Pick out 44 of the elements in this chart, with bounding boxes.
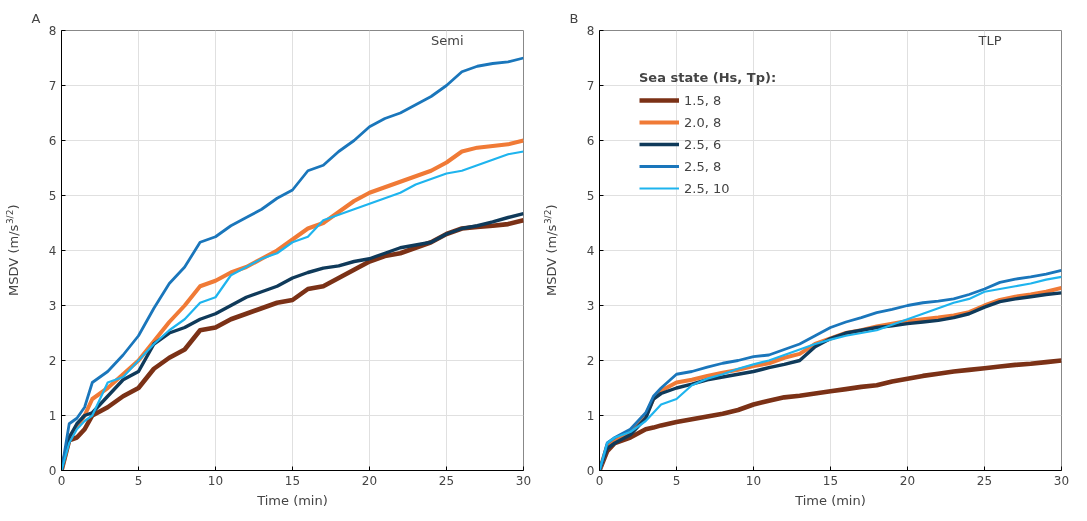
x-axis-title: Time (min) (794, 492, 866, 508)
legend-label: 2.0, 8 (684, 114, 722, 130)
x-tick-label: 15 (284, 473, 301, 488)
x-tick-label: 30 (515, 473, 532, 488)
y-axis-title: MSDV (m/s3/2) (542, 204, 559, 296)
x-tick-label: 25 (438, 473, 455, 488)
y-tick-label: 8 (586, 24, 595, 38)
x-tick-label: 30 (1053, 473, 1070, 488)
x-axis-title: Time (min) (256, 492, 328, 508)
y-tick-label: 4 (48, 244, 57, 258)
legend-title: Sea state (Hs, Tp): (639, 70, 777, 85)
y-tick-label: 1 (48, 409, 57, 423)
y-tick-label: 4 (586, 244, 595, 258)
legend-label: 1.5, 8 (684, 92, 722, 108)
x-tick-label: 15 (822, 473, 839, 488)
y-tick-label: 1 (586, 409, 595, 423)
y-tick-label: 0 (48, 464, 57, 478)
y-tick-label: 6 (586, 134, 595, 148)
x-tick-label: 20 (361, 473, 378, 488)
y-tick-label: 7 (586, 79, 595, 93)
y-tick-label: 2 (48, 354, 57, 368)
annotation: Semi (430, 32, 464, 48)
annotation: TLP (977, 32, 1002, 48)
legend-label: 2.5, 6 (684, 136, 722, 152)
y-tick-label: 3 (586, 299, 595, 313)
x-tick-label: 5 (672, 473, 681, 488)
chart-title: B (569, 10, 579, 26)
y-tick-label: 6 (48, 134, 57, 148)
chart-title: A (31, 10, 41, 26)
y-tick-label: 7 (48, 79, 57, 93)
x-tick-label: 5 (134, 473, 143, 488)
x-tick-label: 25 (976, 473, 993, 488)
y-tick-label: 8 (48, 24, 57, 38)
y-tick-label: 5 (48, 189, 57, 203)
x-tick-label: 10 (745, 473, 762, 488)
y-tick-label: 3 (48, 299, 57, 313)
y-tick-label: 2 (586, 354, 595, 368)
x-tick-label: 20 (899, 473, 916, 488)
y-tick-label: 0 (586, 464, 595, 478)
legend-label: 2.5, 8 (684, 158, 722, 174)
y-tick-label: 5 (586, 189, 595, 203)
legend-label: 2.5, 10 (684, 180, 730, 196)
x-tick-label: 10 (207, 473, 224, 488)
y-axis-title: MSDV (m/s3/2) (4, 204, 21, 296)
